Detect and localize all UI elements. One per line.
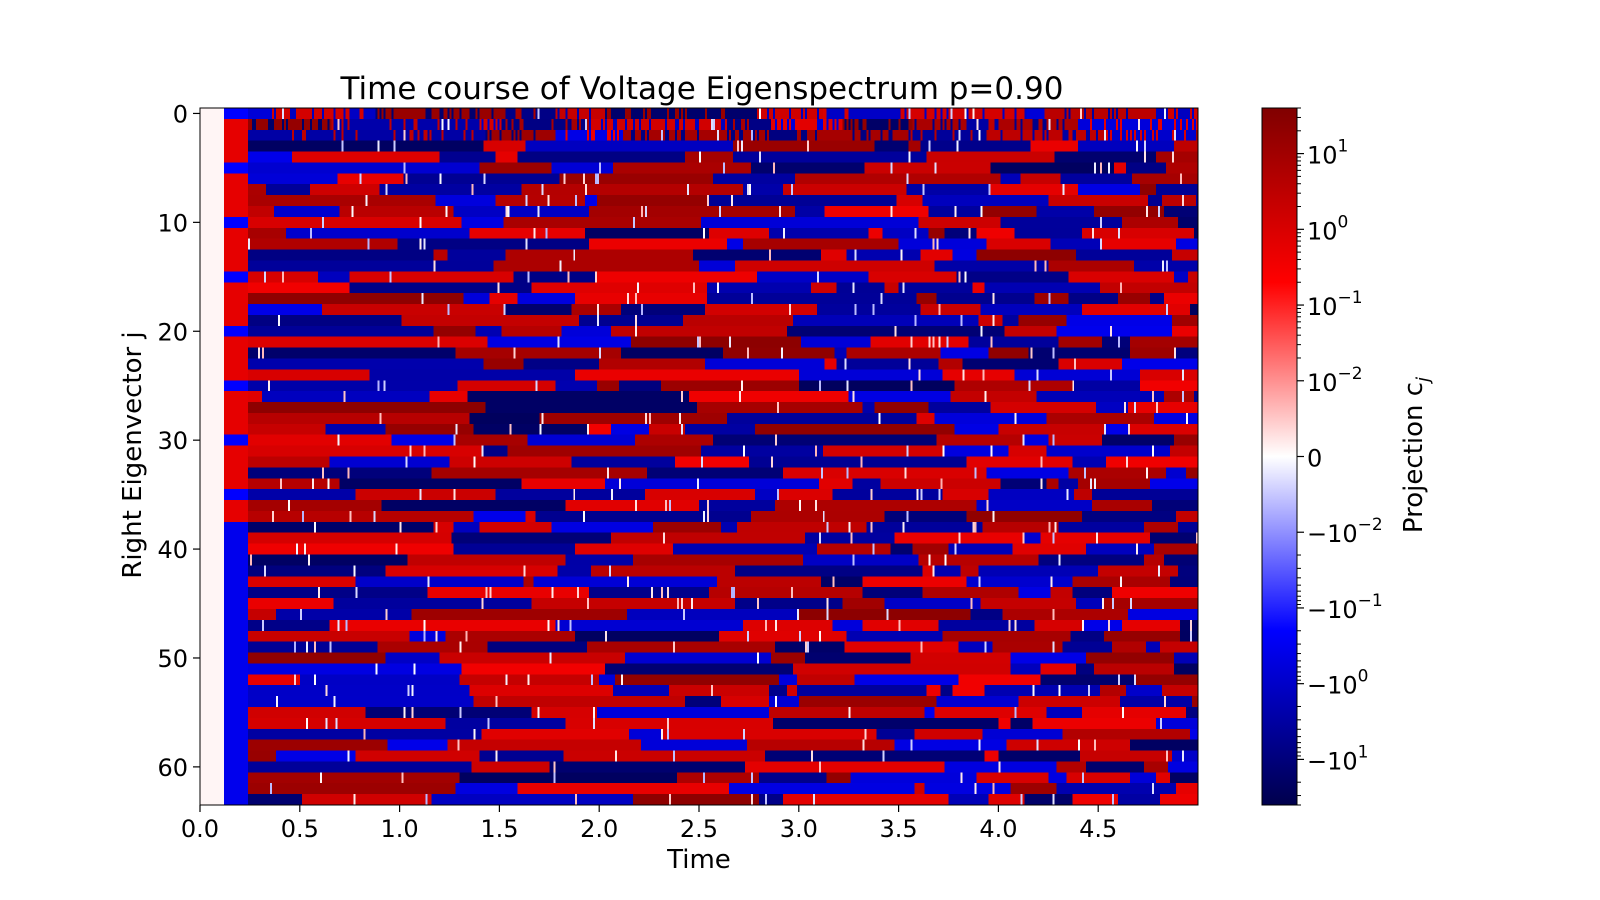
y-tick-label: 50	[157, 645, 188, 673]
chart-title: Time course of Voltage Eigenspectrum p=0…	[340, 71, 1064, 107]
y-tick-label: 0	[173, 100, 188, 128]
x-tick-label: 0.0	[181, 815, 219, 843]
colorbar-tick-exponent: 1	[1338, 137, 1349, 157]
x-axis-label: Time	[666, 845, 731, 875]
colorbar-tick-label: 0	[1307, 445, 1322, 473]
colorbar-tick-label: 10−2	[1307, 364, 1363, 397]
colorbar-tick-exponent: 0	[1358, 667, 1369, 687]
colorbar-tick-base: 10	[1307, 369, 1338, 397]
colorbar-tick-label: −101	[1307, 742, 1368, 775]
x-tick-label: 2.0	[580, 815, 618, 843]
colorbar-tick-exponent: −2	[1338, 364, 1363, 384]
colorbar-tick-base: −10	[1307, 672, 1358, 700]
colorbar-tick-base: 10	[1307, 293, 1338, 321]
y-axis-label: Right Eigenvector j	[118, 331, 148, 578]
colorbar-tick-base: 0	[1307, 445, 1322, 473]
colorbar-tick-label: 10−1	[1307, 288, 1363, 321]
colorbar	[1261, 107, 1298, 806]
x-tick-label: 0.5	[281, 815, 319, 843]
colorbar-tick-base: −10	[1307, 747, 1358, 775]
y-tick-label: 40	[157, 536, 188, 564]
colorbar-tick-label: 101	[1307, 137, 1348, 170]
x-axis-ticks: 0.0 0.5 1.0 1.5 2.0 2.5 3.0 3.5 4.0 4.5	[181, 805, 1117, 843]
x-tick-label: 3.5	[880, 815, 918, 843]
colorbar-tick-label: −100	[1307, 667, 1368, 700]
colorbar-tick-label: −10−1	[1307, 591, 1383, 624]
y-tick-label: 30	[157, 427, 188, 455]
y-tick-label: 60	[157, 754, 188, 782]
colorbar-tick-base: 10	[1307, 142, 1338, 170]
colorbar-tick-exponent: −2	[1358, 515, 1383, 535]
colorbar-tick-label: 100	[1307, 212, 1348, 245]
colorbar-tick-exponent: −1	[1358, 591, 1383, 611]
colorbar-tick-base: 10	[1307, 217, 1338, 245]
y-tick-label: 10	[157, 209, 188, 237]
heatmap	[200, 108, 1198, 805]
heatmap-image	[200, 108, 1198, 805]
x-tick-label: 4.0	[979, 815, 1017, 843]
x-tick-label: 1.0	[381, 815, 419, 843]
x-tick-label: 1.5	[480, 815, 518, 843]
colorbar-tick-exponent: 1	[1358, 742, 1369, 762]
colorbar-tick-base: −10	[1307, 596, 1358, 624]
colorbar-label-subscript: j	[1413, 377, 1434, 385]
x-tick-label: 2.5	[680, 815, 718, 843]
x-tick-label: 3.0	[780, 815, 818, 843]
colorbar-tick-base: −10	[1307, 520, 1358, 548]
colorbar-tick-exponent: −1	[1338, 288, 1363, 308]
colorbar-tick-exponent: 0	[1338, 212, 1349, 232]
y-axis-ticks: 0 10 20 30 40 50 60	[157, 100, 200, 782]
colorbar-tick-label: −10−2	[1307, 515, 1383, 548]
y-tick-label: 20	[157, 318, 188, 346]
colorbar-label: Projection cj	[1399, 377, 1434, 533]
x-tick-label: 4.5	[1079, 815, 1117, 843]
colorbar-label-text: Projection c	[1399, 382, 1429, 533]
